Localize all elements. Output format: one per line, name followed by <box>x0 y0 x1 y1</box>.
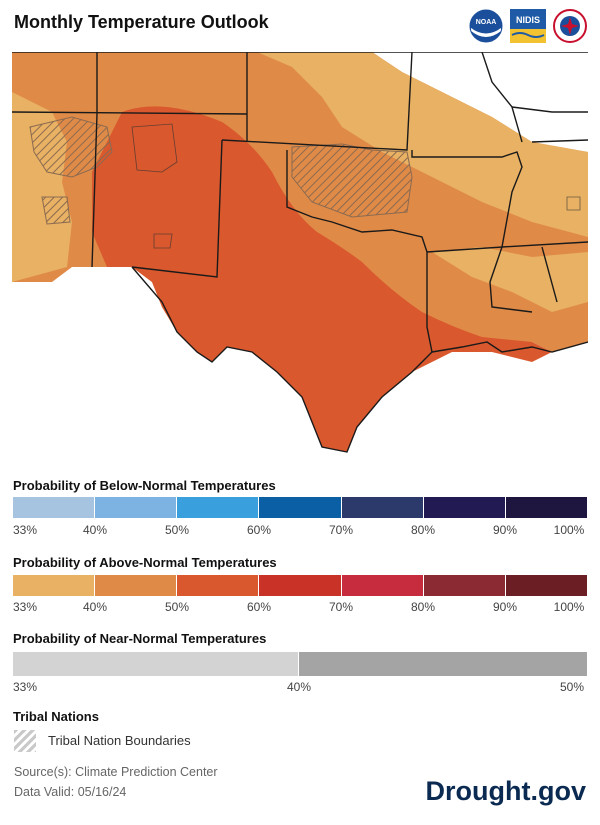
below-normal-colorbar <box>13 497 587 518</box>
near-tick: 50% <box>559 680 585 694</box>
above-tick: 60% <box>246 600 272 614</box>
near-normal-colorbar <box>13 652 587 676</box>
tribal-label: Tribal Nation Boundaries <box>48 733 191 748</box>
below-normal-seg-5 <box>341 497 424 518</box>
above-normal-seg-4 <box>259 575 342 596</box>
nws-icon <box>553 9 587 43</box>
above-normal-seg-7 <box>505 575 587 596</box>
above-tick: 80% <box>410 600 436 614</box>
drought-gov-brand[interactable]: Drought.gov <box>425 776 586 806</box>
above-normal-ticks: 33% 40% 50% 60% 70% 80% 90% 100% <box>13 600 587 614</box>
state-boundaries <box>12 52 588 453</box>
below-tick: 60% <box>246 523 272 537</box>
below-tick: 33% <box>12 523 38 537</box>
near-tick: 33% <box>12 680 38 694</box>
below-tick: 70% <box>328 523 354 537</box>
above-tick: 33% <box>12 600 38 614</box>
nidis-logo[interactable]: NIDIS <box>510 8 546 44</box>
above-tick: 40% <box>82 600 108 614</box>
below-normal-seg-1 <box>13 497 96 518</box>
near-normal-ticks: 33% 40% 50% <box>13 680 587 694</box>
below-normal-seg-4 <box>259 497 342 518</box>
tribal-areas <box>29 116 413 225</box>
above-normal-seg-6 <box>423 575 506 596</box>
above-normal-seg-2 <box>95 575 178 596</box>
source-text: Source(s): Climate Prediction Center <box>14 765 218 779</box>
above-normal-colorbar <box>13 575 587 596</box>
nws-logo[interactable] <box>552 8 588 44</box>
below-normal-title: Probability of Below-Normal Temperatures <box>13 478 276 493</box>
near-normal-title: Probability of Near-Normal Temperatures <box>13 631 267 646</box>
near-normal-seg-2 <box>299 652 587 676</box>
below-tick: 50% <box>164 523 190 537</box>
below-tick: 80% <box>410 523 436 537</box>
tribal-title: Tribal Nations <box>13 709 99 724</box>
nidis-logo-text: NIDIS <box>516 15 540 25</box>
above-normal-seg-5 <box>341 575 424 596</box>
below-tick: 40% <box>82 523 108 537</box>
above-normal-seg-3 <box>177 575 260 596</box>
above-50-60-core <box>92 106 552 452</box>
near-normal-seg-1 <box>13 652 299 676</box>
agency-logos: NOAA NIDIS <box>468 8 588 44</box>
below-normal-seg-6 <box>423 497 506 518</box>
tribal-hatch-swatch <box>14 730 36 752</box>
above-normal-seg-1 <box>13 575 96 596</box>
below-tick: 100% <box>553 523 585 537</box>
nidis-icon: NIDIS <box>510 9 546 43</box>
noaa-logo-text: NOAA <box>476 19 497 26</box>
noaa-icon: NOAA <box>469 9 503 43</box>
above-tick: 50% <box>164 600 190 614</box>
above-33-40-southeast <box>432 247 588 312</box>
below-normal-ticks: 33% 40% 50% 60% 70% 80% 90% 100% <box>13 523 587 537</box>
below-normal-seg-3 <box>177 497 260 518</box>
map-canvas <box>12 52 588 456</box>
temperature-outlook-map <box>12 52 588 456</box>
above-tick: 90% <box>492 600 518 614</box>
above-tick: 70% <box>328 600 354 614</box>
below-normal-seg-2 <box>95 497 178 518</box>
near-tick: 40% <box>286 680 312 694</box>
above-33-40-north <box>12 52 588 237</box>
data-valid-text: Data Valid: 05/16/24 <box>14 785 127 799</box>
below-normal-seg-7 <box>505 497 587 518</box>
noaa-logo[interactable]: NOAA <box>468 8 504 44</box>
above-normal-title: Probability of Above-Normal Temperatures <box>13 555 277 570</box>
above-tick: 100% <box>553 600 585 614</box>
below-tick: 90% <box>492 523 518 537</box>
page-title: Monthly Temperature Outlook <box>14 12 269 32</box>
